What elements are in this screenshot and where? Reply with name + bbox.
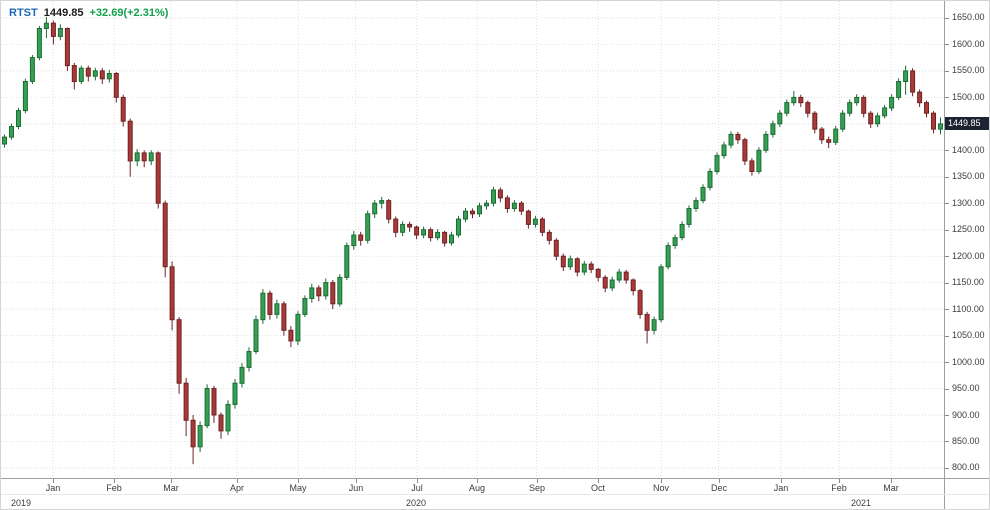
time-axis-tick <box>298 479 299 483</box>
price-axis-label: 950.00 <box>952 383 980 393</box>
time-axis-tick <box>719 479 720 483</box>
candlestick-canvas[interactable] <box>1 1 944 478</box>
time-axis-month-label: May <box>289 483 307 493</box>
time-axis-tick <box>891 479 892 483</box>
time-axis-tick <box>53 479 54 483</box>
price-axis-label: 1250.00 <box>952 224 985 234</box>
time-axis-month-label: Mar <box>163 483 179 493</box>
price-axis-label: 800.00 <box>952 462 980 472</box>
price-axis-tick <box>945 389 949 390</box>
time-axis-separator <box>1 478 989 479</box>
price-axis-tick <box>945 18 949 19</box>
price-axis-label: 1500.00 <box>952 92 985 102</box>
time-axis-month-label: Jun <box>348 483 364 493</box>
price-axis-label: 1600.00 <box>952 39 985 49</box>
time-axis-tick <box>781 479 782 483</box>
price-axis-separator <box>944 1 945 509</box>
time-axis-month-label: Jul <box>411 483 423 493</box>
price-axis-tick <box>945 177 949 178</box>
time-axis-month-label: Oct <box>590 483 606 493</box>
time-axis-tick <box>477 479 478 483</box>
price-axis-tick <box>945 362 949 363</box>
time-axis-month-label: Jan <box>45 483 61 493</box>
year-row-separator <box>1 494 989 495</box>
symbol-label: RTST <box>9 7 38 19</box>
price-axis-tick <box>945 336 949 337</box>
price-axis-tick <box>945 441 949 442</box>
last-price-label: 1449.85 <box>43 7 84 19</box>
price-axis-label: 1400.00 <box>952 145 985 155</box>
price-axis-tick <box>945 97 949 98</box>
price-axis-label: 1050.00 <box>952 330 985 340</box>
price-axis-tick <box>945 415 949 416</box>
time-axis-tick <box>114 479 115 483</box>
time-axis-month-label: Feb <box>831 483 847 493</box>
candles-layer <box>2 16 943 465</box>
symbol-info-overlay: RTST 1449.85 +32.69(+2.31%) <box>9 7 168 19</box>
price-axis-label: 1350.00 <box>952 171 985 181</box>
time-axis-year-label: 2019 <box>10 498 32 508</box>
time-axis-month-label: Aug <box>468 483 486 493</box>
time-axis-month-label: Sep <box>528 483 546 493</box>
time-axis-month-label: Feb <box>106 483 122 493</box>
price-axis[interactable]: 1449.85 1650.001600.001550.001500.001450… <box>945 1 989 478</box>
price-change-label: +32.69(+2.31%) <box>89 7 169 19</box>
price-axis-tick <box>945 230 949 231</box>
grid-layer <box>1 1 944 478</box>
time-axis-tick <box>237 479 238 483</box>
price-axis-label: 850.00 <box>952 436 980 446</box>
price-axis-label: 1000.00 <box>952 357 985 367</box>
time-axis-month-label: Nov <box>652 483 670 493</box>
time-axis-month-label: Jan <box>773 483 789 493</box>
price-axis-label: 1300.00 <box>952 198 985 208</box>
time-axis-tick <box>537 479 538 483</box>
time-axis-year-label: 2021 <box>850 498 872 508</box>
time-axis-tick <box>839 479 840 483</box>
price-axis-tick <box>945 150 949 151</box>
time-axis-month-label: Mar <box>883 483 899 493</box>
price-axis-label: 1100.00 <box>952 304 984 314</box>
time-axis-tick <box>356 479 357 483</box>
current-price-badge: 1449.85 <box>945 117 989 130</box>
time-axis-tick <box>598 479 599 483</box>
price-axis-tick <box>945 309 949 310</box>
time-axis-tick <box>661 479 662 483</box>
price-axis-label: 1200.00 <box>952 251 985 261</box>
price-axis-label: 1550.00 <box>952 65 985 75</box>
time-axis-tick <box>171 479 172 483</box>
time-axis-year-label: 2020 <box>405 498 427 508</box>
price-axis-tick <box>945 71 949 72</box>
price-axis-label: 1150.00 <box>952 277 984 287</box>
price-axis-tick <box>945 468 949 469</box>
price-axis-tick <box>945 283 949 284</box>
time-axis-month-label: Apr <box>229 483 245 493</box>
price-axis-tick <box>945 203 949 204</box>
price-axis-label: 900.00 <box>952 410 980 420</box>
price-axis-tick <box>945 44 949 45</box>
price-axis-tick <box>945 256 949 257</box>
time-axis-tick <box>417 479 418 483</box>
time-axis[interactable]: Jan Feb Mar Apr May Jun Jul Aug Sep Oct Nov Dec Jan F… <box>1 479 989 509</box>
time-axis-month-label: Dec <box>710 483 728 493</box>
price-axis-label: 1650.00 <box>952 12 985 22</box>
